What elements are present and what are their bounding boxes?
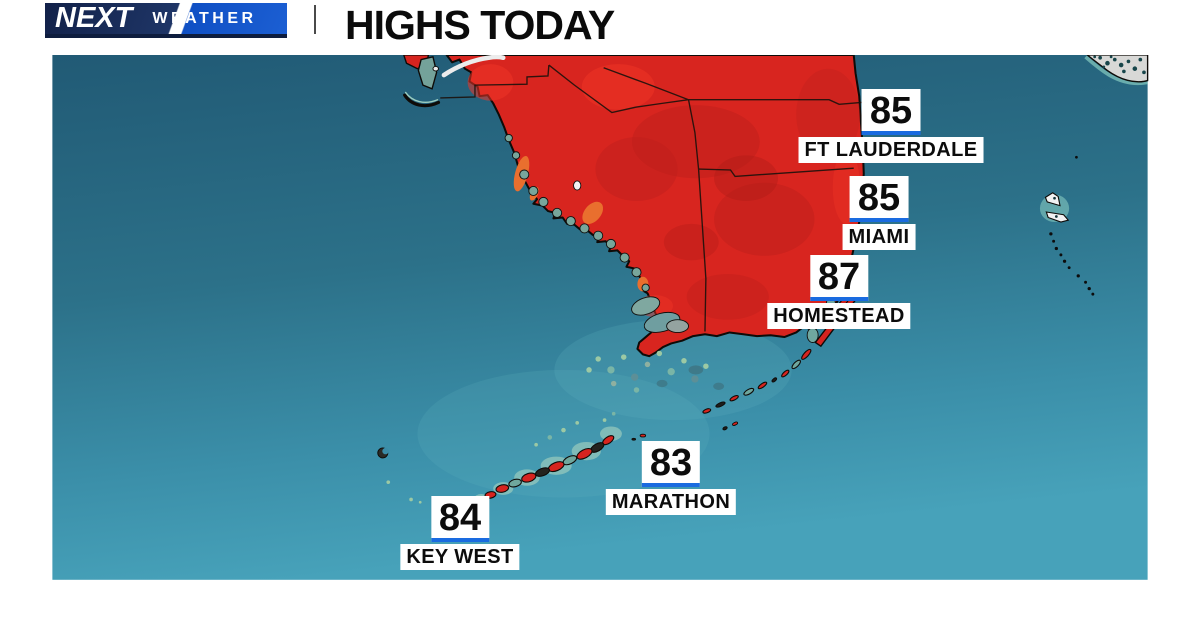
next-weather-logo: NEXT WEATHER — [45, 3, 287, 38]
city-name: FT LAUDERDALE — [798, 137, 984, 163]
temp-label-homestead: 87 HOMESTEAD — [767, 255, 911, 329]
map-canvas — [52, 55, 1149, 580]
temp-value: 85 — [861, 89, 921, 135]
bimini-islands — [1039, 155, 1095, 296]
city-name: MIAMI — [842, 224, 916, 250]
florida-bay-speckles — [586, 350, 725, 393]
temp-value: 83 — [641, 441, 701, 487]
county-lines — [440, 64, 873, 332]
temp-label-ft-lauderdale: 85 FT LAUDERDALE — [798, 89, 984, 163]
header-bar: NEXT WEATHER HIGHS TODAY — [0, 0, 1200, 55]
coastal-patches — [504, 133, 840, 343]
temp-value: 85 — [849, 176, 909, 222]
logo-next-text: NEXT — [55, 2, 133, 34]
logo-weather-text: WEATHER — [152, 10, 257, 27]
temp-label-miami: 85 MIAMI — [842, 176, 916, 250]
fort-myers-islands — [403, 55, 506, 108]
temp-value: 87 — [809, 255, 869, 301]
city-name: HOMESTEAD — [767, 303, 911, 329]
city-name: KEY WEST — [400, 544, 520, 570]
florida-temperature-map — [0, 55, 1200, 630]
mainland-shape — [445, 55, 865, 358]
grand-bahama — [1084, 55, 1149, 86]
temp-value: 84 — [430, 496, 490, 542]
river — [441, 55, 506, 78]
page-title: HIGHS TODAY — [345, 2, 615, 48]
city-name: MARATHON — [605, 489, 737, 515]
temp-label-marathon: 83 MARATHON — [605, 441, 737, 515]
temp-label-key-west: 84 KEY WEST — [400, 496, 520, 570]
header-divider — [314, 5, 316, 34]
